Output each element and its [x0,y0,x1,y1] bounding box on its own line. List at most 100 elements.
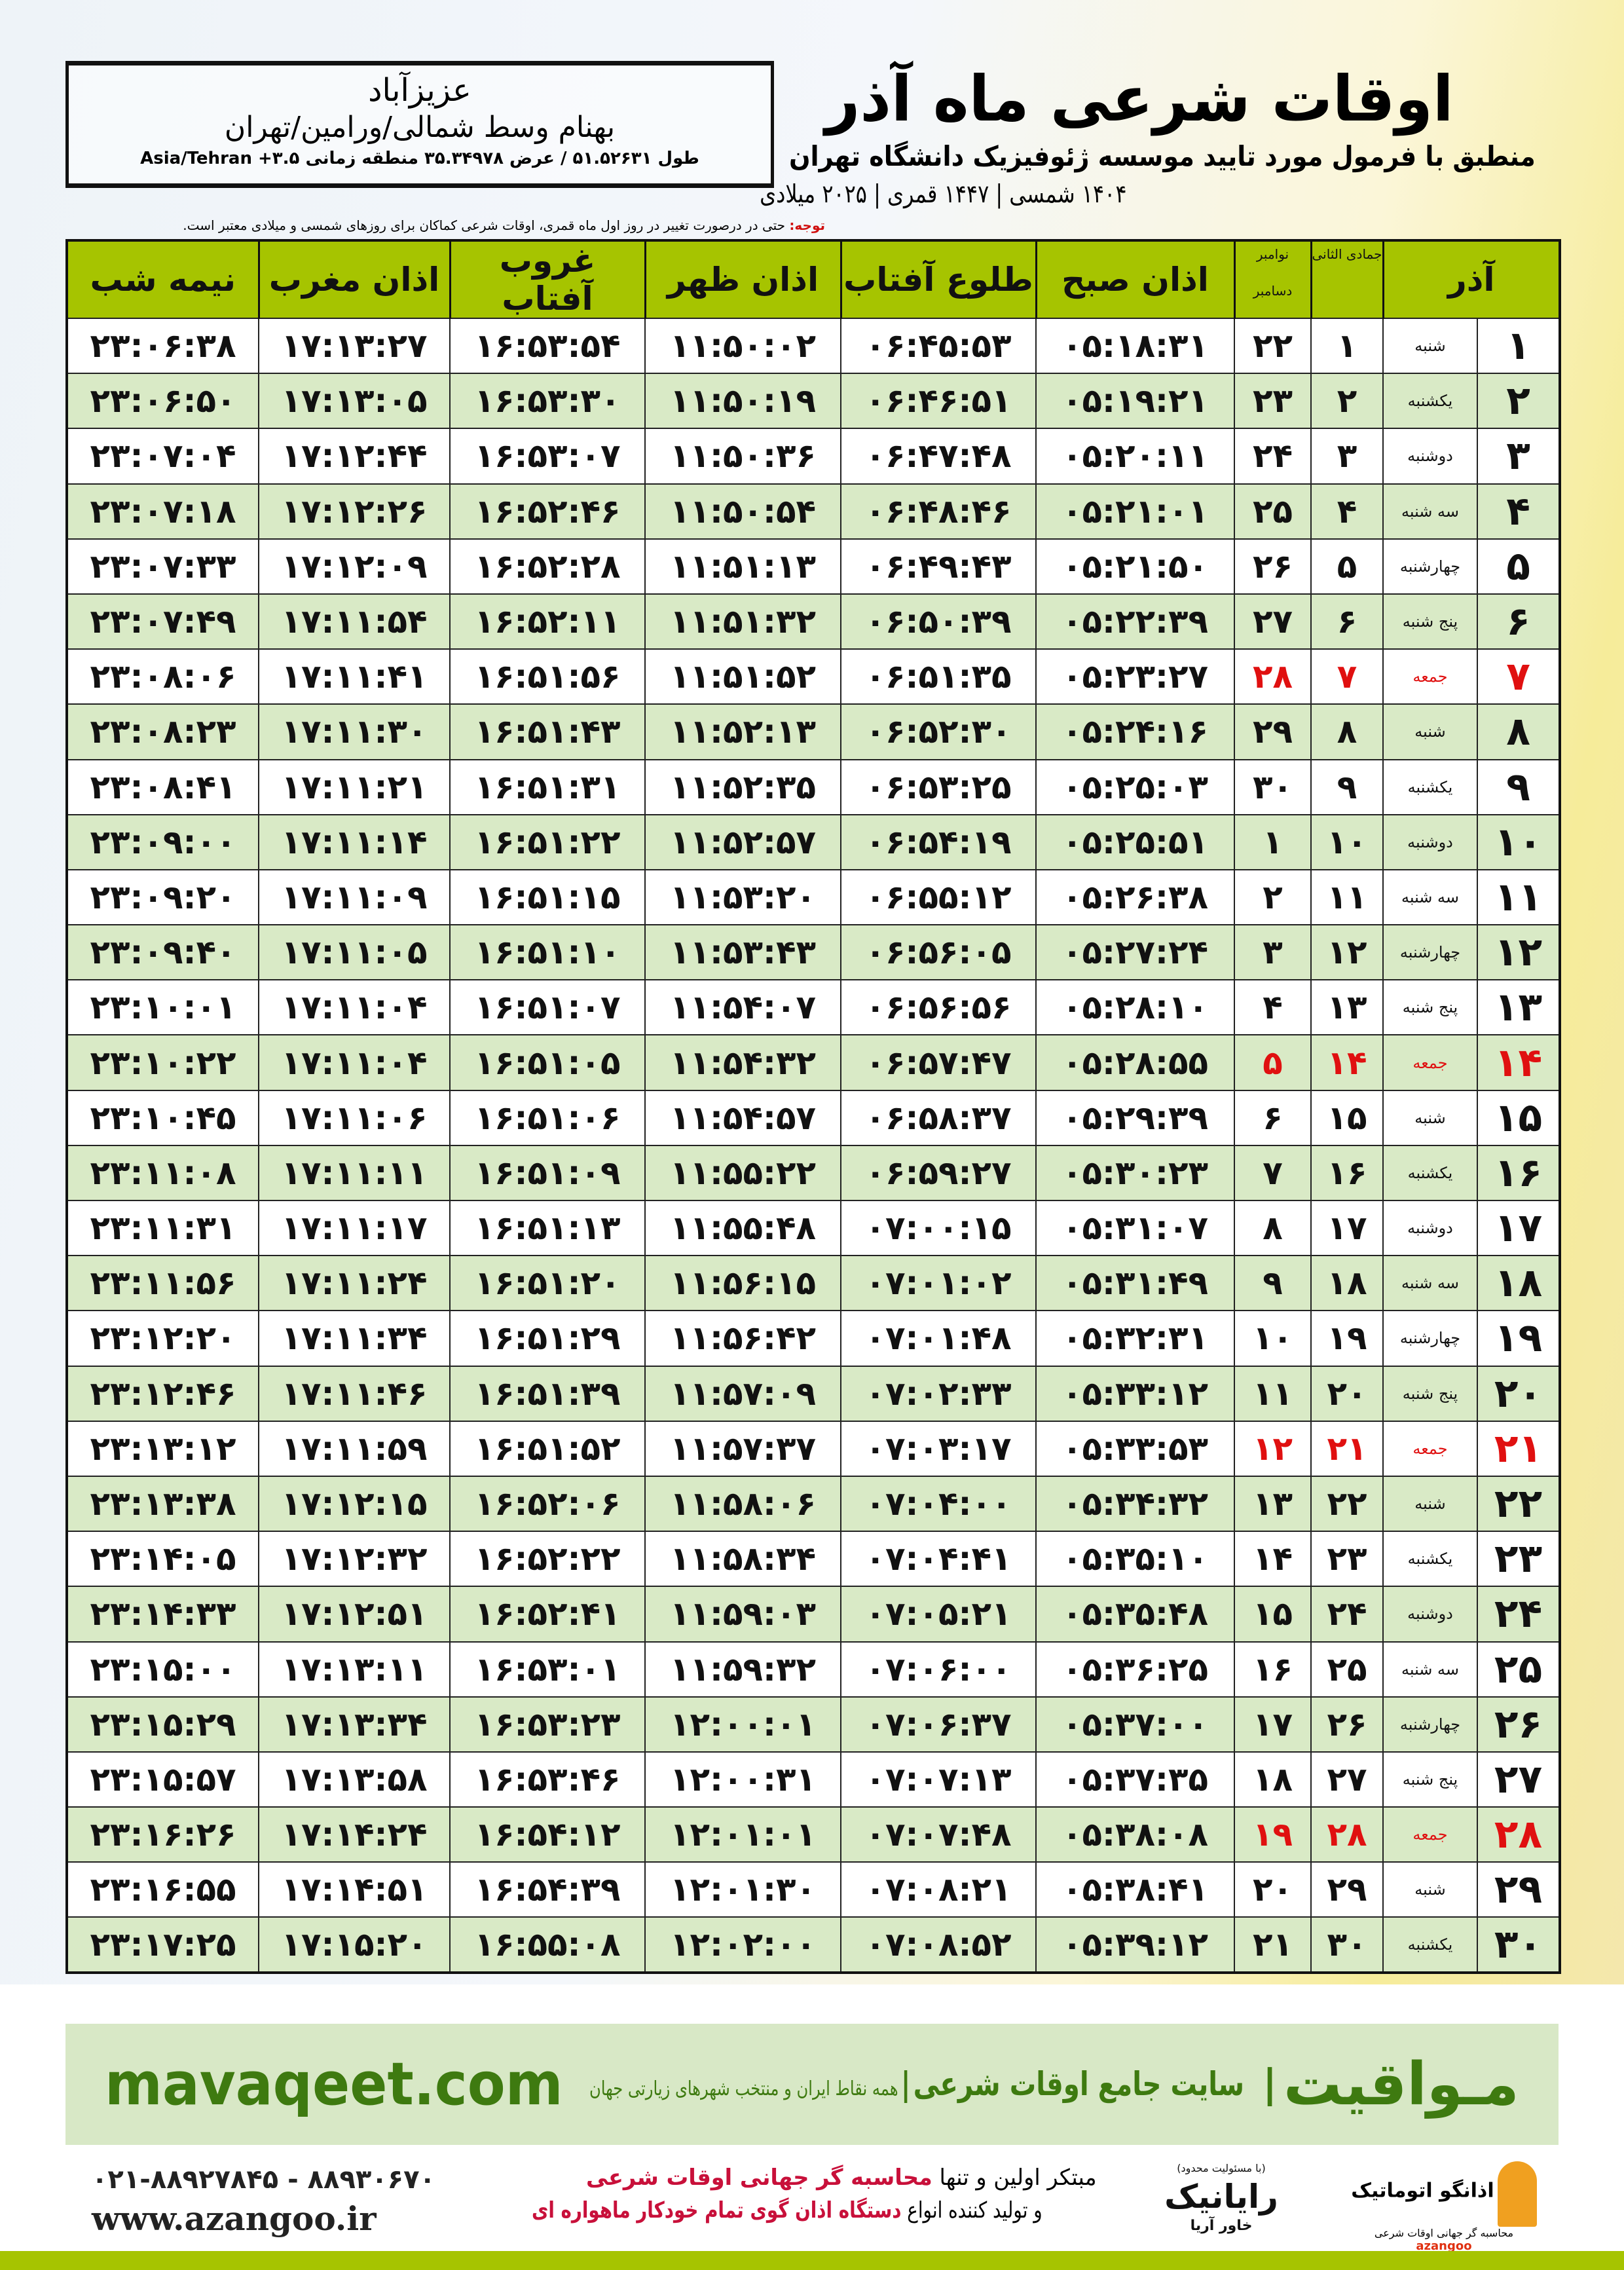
table-row: ۲۴ دوشنبه ۲۴ ۱۵ ۰۵:۳۵:۴۸ ۰۷:۰۵:۲۱ ۱۱:۵۹:۰۳ ۱۶:۵… [66,1586,1560,1643]
azangoo-website-text[interactable]: www.azangoo.ir [92,2199,377,2238]
cell-dhuhr-text: ۱۱:۵۳:۴۳ [669,933,817,972]
cell-maghrib-text: ۱۷:۱۱:۱۱ [281,1153,428,1192]
cell-weekday-text: شنبه [1414,1108,1446,1127]
cell-dhuhr-text: ۱۱:۵۱:۳۲ [669,603,817,641]
cell-weekday: پنج شنبه [1382,1365,1478,1422]
cell-sunset-text: ۱۶:۵۱:۳۹ [474,1374,621,1413]
cell-maghrib: ۱۷:۱۲:۳۲ [258,1531,451,1588]
cell-fajr-text: ۰۵:۲۲:۳۹ [1061,603,1209,641]
table-row: ۲۸ جمعه ۲۸ ۱۹ ۰۵:۳۸:۰۸ ۰۷:۰۷:۴۸ ۱۲:۰۱:۰۱ ۱۶:۵۴:… [66,1806,1560,1863]
cell-midnight-text: ۲۳:۰۸:۰۶ [90,658,236,696]
cell-qamari: ۱۳ [1310,979,1384,1036]
cell-fajr: ۰۵:۲۸:۵۵ [1035,1034,1235,1091]
cell-day-text: ۲۱ [1494,1425,1543,1472]
cell-day-text: ۱۴ [1494,1039,1543,1086]
cell-midnight-text: ۲۳:۱۱:۰۸ [90,1153,236,1192]
table-row: ۱ شنبه ۱ ۲۲ ۰۵:۱۸:۳۱ ۰۶:۴۵:۵۳ ۱۱:۵۰:۰۲ ۱۶:۵۳:۵۴… [66,317,1560,375]
cell-dhuhr-text: ۱۱:۵۱:۱۳ [669,547,817,586]
cell-midnight-text: ۲۳:۱۱:۵۶ [90,1264,236,1303]
year-line-text: ۱۴۰۴ شمسی | ۱۴۴۷ قمری | ۲۰۲۵ میلادی [759,179,1126,208]
cell-miladi: ۱۹ [1234,1806,1312,1863]
cell-maghrib-text: ۱۷:۱۱:۴۶ [281,1374,428,1413]
azangoo-en: azangoo [1416,2239,1472,2253]
cell-qamari: ۹ [1310,758,1384,815]
cell-midnight: ۲۳:۱۵:۵۷ [66,1751,259,1808]
cell-maghrib-text: ۱۷:۱۱:۱۴ [281,823,428,861]
cell-miladi: ۲۳ [1234,373,1312,430]
cell-maghrib: ۱۷:۱۳:۱۱ [258,1641,451,1698]
cell-sunset-text: ۱۶:۵۱:۵۲ [474,1429,621,1468]
cell-sunrise: ۰۶:۵۲:۳۰ [840,703,1037,760]
cell-weekday: شنبه [1382,1475,1478,1533]
cell-sunset: ۱۶:۵۱:۲۰ [449,1255,646,1312]
cell-midnight: ۲۳:۰۸:۴۱ [66,758,259,815]
slogan-line-2: و تولید کننده انواع دستگاه اذان گوی تمام… [532,2194,1043,2227]
cell-miladi: ۱۰ [1234,1310,1312,1367]
cell-weekday: چهارشنبه [1382,1696,1478,1753]
azangoo-website[interactable]: www.azangoo.ir [92,2198,550,2240]
table-row: ۲۱ جمعه ۲۱ ۱۲ ۰۵:۳۳:۵۳ ۰۷:۰۳:۱۷ ۱۱:۵۷:۳۷ ۱۶:۵۱:… [66,1420,1560,1477]
cell-sunrise-text: ۰۶:۵۲:۳۰ [865,713,1012,751]
cell-weekday: جمعه [1382,1420,1478,1477]
cell-day: ۳ [1477,428,1560,485]
cell-midnight-text: ۲۳:۱۳:۱۲ [90,1429,236,1468]
cell-sunset: ۱۶:۵۲:۱۱ [449,593,646,650]
cell-qamari: ۲۳ [1310,1531,1384,1588]
cell-maghrib: ۱۷:۱۱:۰۹ [258,868,451,926]
cell-midnight-text: ۲۳:۱۲:۴۶ [90,1374,236,1413]
cell-weekday: چهارشنبه [1382,538,1478,595]
cell-sunrise-text: ۰۶:۵۴:۱۹ [865,823,1012,861]
cell-fajr-text: ۰۵:۲۶:۳۸ [1061,878,1209,916]
cell-maghrib-text: ۱۷:۱۲:۳۲ [281,1540,428,1578]
cell-sunset: ۱۶:۵۱:۰۹ [449,1144,646,1202]
cell-dhuhr: ۱۱:۵۵:۲۲ [644,1144,841,1202]
cell-day: ۱۹ [1477,1310,1560,1367]
cell-day: ۲۱ [1477,1420,1560,1477]
cell-day: ۸ [1477,703,1560,760]
table-row: ۱۷ دوشنبه ۱۷ ۸ ۰۵:۳۱:۰۷ ۰۷:۰۰:۱۵ ۱۱:۵۵:۴۸ ۱۶:۵۱… [66,1199,1560,1257]
cell-weekday-text: دوشنبه [1407,832,1453,851]
mavaqeet-link-text[interactable]: mavaqeet.com [105,2050,563,2119]
cell-sunrise: ۰۶:۵۱:۳۵ [840,648,1037,705]
cell-qamari-text: ۱۸ [1327,1264,1367,1303]
cell-qamari-text: ۵ [1337,547,1357,586]
cell-sunset: ۱۶:۵۲:۲۲ [449,1531,646,1588]
cell-dhuhr: ۱۲:۰۰:۰۱ [644,1696,841,1753]
cell-miladi-text: ۲ [1263,878,1283,916]
cell-qamari-text: ۹ [1337,768,1357,806]
cell-sunset: ۱۶:۵۲:۴۶ [449,483,646,540]
cell-day-text: ۴ [1506,488,1530,534]
cell-qamari-text: ۲۳ [1327,1540,1367,1578]
cell-maghrib-text: ۱۷:۱۳:۲۷ [281,327,428,365]
cell-miladi: ۴ [1234,979,1312,1036]
cell-weekday-text: جمعه [1412,1053,1448,1072]
mavaqeet-link[interactable]: mavaqeet.com [105,2050,563,2119]
header-miladi-bottom: دسامبر [1253,283,1293,299]
cell-miladi: ۲۷ [1234,593,1312,650]
cell-day-text: ۲۲ [1494,1481,1543,1527]
cell-miladi-text: ۶ [1263,1098,1283,1137]
cell-fajr: ۰۵:۳۱:۴۹ [1035,1255,1235,1312]
cell-sunrise-text: ۰۷:۰۷:۱۳ [865,1760,1012,1798]
cell-fajr: ۰۵:۳۱:۰۷ [1035,1199,1235,1257]
cell-dhuhr: ۱۱:۵۶:۴۲ [644,1310,841,1367]
cell-fajr-text: ۰۵:۳۸:۰۸ [1061,1815,1209,1854]
cell-sunrise: ۰۶:۵۰:۳۹ [840,593,1037,650]
cell-maghrib: ۱۷:۱۱:۴۶ [258,1365,451,1422]
cell-day-text: ۱ [1506,323,1530,369]
cell-miladi-text: ۱۶ [1252,1650,1293,1688]
cell-sunrise: ۰۷:۰۸:۲۱ [840,1861,1037,1918]
cell-dhuhr: ۱۱:۵۱:۳۲ [644,593,841,650]
cell-fajr: ۰۵:۲۹:۳۹ [1035,1089,1235,1146]
cell-weekday: چهارشنبه [1382,924,1478,981]
cell-midnight-text: ۲۳:۰۷:۳۳ [90,547,236,586]
cell-fajr-text: ۰۵:۲۸:۵۵ [1061,1043,1209,1082]
rayanik-name: رایانیک [1164,2178,1278,2216]
cell-fajr: ۰۵:۳۳:۵۳ [1035,1420,1235,1477]
cell-sunrise: ۰۶:۴۵:۵۳ [840,317,1037,375]
cell-fajr: ۰۵:۲۵:۰۳ [1035,758,1235,815]
table-row: ۵ چهارشنبه ۵ ۲۶ ۰۵:۲۱:۵۰ ۰۶:۴۹:۴۳ ۱۱:۵۱:۱۳ ۱۶:۵… [66,538,1560,595]
cell-weekday-text: یکشنبه [1407,1550,1453,1569]
cell-sunset-text: ۱۶:۵۱:۱۳ [474,1209,621,1248]
cell-maghrib: ۱۷:۱۱:۳۰ [258,703,451,760]
